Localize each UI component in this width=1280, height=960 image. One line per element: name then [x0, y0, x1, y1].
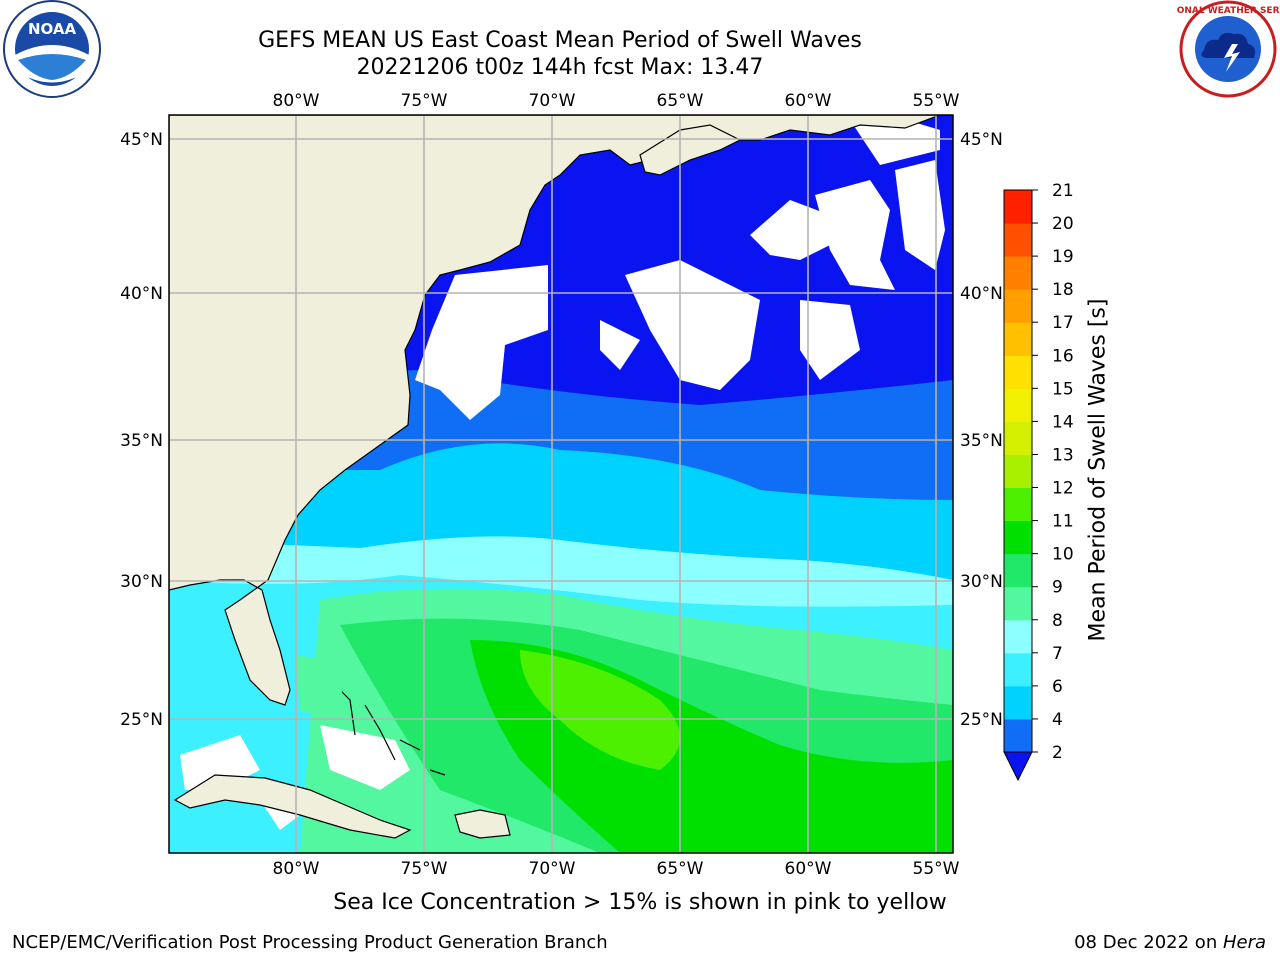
land-nova-scotia	[639, 124, 742, 176]
colorbar-frame	[1003, 189, 1033, 753]
lat-label-right: 25°N	[960, 710, 1003, 730]
colorbar-tick-label: 11	[1052, 512, 1074, 532]
colorbar-under-arrow	[1003, 751, 1033, 782]
lon-label-bottom: 70°W	[529, 859, 576, 879]
lat-label-left: 30°N	[120, 572, 163, 592]
colorbar-segment	[1004, 718, 1032, 753]
colorbar-tick-label: 18	[1052, 280, 1074, 300]
colorbar-segment	[1004, 520, 1032, 555]
graticule	[169, 115, 953, 853]
lon-label-top: 55°W	[913, 91, 960, 111]
footer-credit: NCEP/EMC/Verification Post Processing Pr…	[12, 932, 608, 953]
colorbar-segment	[1004, 619, 1032, 654]
lat-label-left: 25°N	[120, 710, 163, 730]
colorbar-tick-label: 9	[1052, 578, 1063, 598]
colorbar-tick-label: 2	[1052, 743, 1063, 763]
colorbar-segment	[1004, 652, 1032, 687]
colorbar-segment	[1004, 421, 1032, 455]
band-coast-fringe	[295, 655, 345, 720]
colorbar-segment	[1004, 454, 1032, 489]
svg-text:NATIONAL WEATHER SERVICE: NATIONAL WEATHER SERVICE	[1176, 6, 1280, 16]
colorbar-tick-label: 17	[1052, 313, 1074, 333]
colorbar-segment	[1004, 190, 1032, 224]
caption: Sea Ice Concentration > 15% is shown in …	[333, 890, 947, 915]
colorbar-segment	[1004, 256, 1032, 290]
lon-label-top: 70°W	[529, 91, 576, 111]
colorbar-segment	[1004, 685, 1032, 720]
colorbar-tick-label: 13	[1052, 445, 1074, 465]
colorbar-tick-label: 7	[1052, 644, 1063, 664]
colorbar-segment	[1004, 487, 1032, 522]
lat-labels-right: 45°N 40°N 35°N 30°N 25°N	[960, 130, 1003, 730]
colorbar-segment	[1004, 586, 1032, 621]
lat-label-right: 40°N	[960, 284, 1003, 304]
colorbar-tick-label: 21	[1052, 181, 1074, 201]
lat-label-left: 35°N	[120, 431, 163, 451]
chart-title: GEFS MEAN US East Coast Mean Period of S…	[258, 28, 862, 53]
colorbar-segment	[1004, 553, 1032, 588]
lat-label-right: 45°N	[960, 130, 1003, 150]
chart-subtitle: 20221206 t00z 144h fcst Max: 13.47	[356, 55, 764, 80]
lat-label-left: 40°N	[120, 284, 163, 304]
lon-label-bottom: 60°W	[785, 859, 832, 879]
colorbar-tick-label: 10	[1052, 545, 1074, 565]
lat-label-left: 45°N	[120, 130, 163, 150]
colorbar-tick-label: 20	[1052, 214, 1074, 234]
lat-labels-left: 45°N 40°N 35°N 30°N 25°N	[120, 130, 163, 730]
lon-label-top: 65°W	[657, 91, 704, 111]
lon-labels-top: 80°W 75°W 70°W 65°W 60°W 55°W	[273, 91, 960, 111]
lat-label-right: 35°N	[960, 431, 1003, 451]
colorbar-tick-label: 15	[1052, 379, 1074, 399]
colorbar-tick-label: 4	[1052, 710, 1063, 730]
colorbar: 2 4 6 7 8 9 10 11 12 13 14 15 16 17 18 19 20 21	[1003, 181, 1074, 782]
map-frame	[168, 114, 954, 854]
colorbar-segment	[1004, 289, 1032, 323]
nws-logo: NATIONAL WEATHER SERVICE	[1176, 0, 1280, 98]
colorbar-segment	[1004, 223, 1032, 257]
colorbar-label: Mean Period of Swell Waves [s]	[1085, 298, 1111, 642]
land-bahamas	[339, 689, 446, 776]
footer-host: Hera	[1222, 932, 1266, 953]
footer-date: 08 Dec 2022 on Hera	[1074, 932, 1266, 953]
map-plot-area	[169, 115, 953, 853]
lon-label-top: 60°W	[785, 91, 832, 111]
colorbar-tick-label: 16	[1052, 346, 1074, 366]
colorbar-tick-label: 12	[1052, 479, 1074, 499]
lon-label-top: 80°W	[273, 91, 320, 111]
lon-label-bottom: 55°W	[913, 859, 960, 879]
lon-label-bottom: 65°W	[657, 859, 704, 879]
colorbar-tick-label: 8	[1052, 611, 1063, 631]
noaa-logo: NOAA	[3, 0, 101, 98]
colorbar-segment	[1004, 322, 1032, 356]
lon-labels-bottom: 80°W 75°W 70°W 65°W 60°W 55°W	[273, 859, 960, 879]
land-cuba	[173, 774, 412, 839]
lon-label-bottom: 75°W	[401, 859, 448, 879]
lat-label-right: 30°N	[960, 572, 1003, 592]
footer-date-text: 08 Dec 2022 on	[1074, 932, 1223, 953]
colorbar-segment	[1004, 355, 1032, 389]
lon-label-top: 75°W	[401, 91, 448, 111]
colorbar-segment	[1004, 388, 1032, 422]
colorbar-tick-label: 14	[1052, 412, 1074, 432]
colorbar-tick-label: 6	[1052, 677, 1063, 697]
lon-label-bottom: 80°W	[273, 859, 320, 879]
colorbar-tick-label: 19	[1052, 247, 1074, 267]
patch-lime-light	[520, 650, 680, 770]
land-hispaniola	[454, 809, 511, 839]
noaa-text: NOAA	[28, 20, 77, 38]
